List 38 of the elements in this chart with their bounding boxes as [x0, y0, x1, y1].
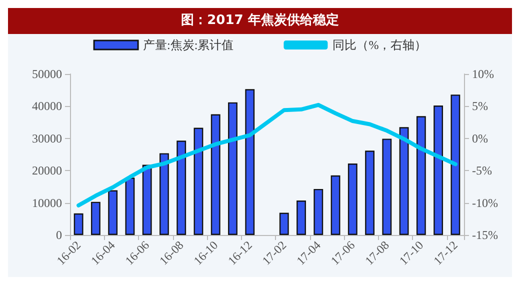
bar — [125, 178, 135, 235]
y2-tick-label: -10% — [472, 196, 498, 210]
line-series — [76, 102, 458, 208]
bar — [434, 106, 444, 235]
bar — [160, 153, 169, 235]
y-tick-label: 20000 — [32, 164, 62, 178]
bar — [279, 212, 289, 235]
bar — [74, 213, 84, 235]
bar — [245, 89, 255, 235]
y-tick-label: 30000 — [32, 131, 62, 146]
legend-label: 同比（%，右轴） — [332, 38, 427, 52]
bar — [176, 140, 186, 235]
bar — [382, 138, 392, 235]
bar — [348, 164, 358, 235]
y2-tick-label: -5% — [472, 164, 492, 178]
bar — [314, 188, 324, 235]
bar — [228, 102, 238, 235]
y-tick-label: 10000 — [32, 196, 62, 210]
bar — [416, 116, 426, 235]
y-tick-label: 50000 — [32, 67, 62, 81]
bar — [296, 200, 306, 235]
y2-tick-label: 5% — [472, 99, 488, 114]
bar — [330, 175, 340, 235]
bar — [399, 127, 409, 235]
bar — [142, 164, 152, 235]
bar — [90, 202, 100, 235]
y2-tick-label: -15% — [472, 228, 498, 242]
legend-label: 产量:焦炭:累计值 — [143, 38, 234, 52]
bar — [108, 190, 118, 235]
y2-tick-label: 10% — [472, 67, 494, 81]
y-tick-label: 40000 — [32, 99, 62, 114]
bar — [210, 114, 220, 235]
y2-tick-label: 0% — [472, 131, 488, 146]
chart-title: 图：2017 年焦炭供给稳定 — [8, 8, 512, 34]
bar — [450, 94, 460, 235]
bar — [365, 150, 374, 235]
y-tick-label: 0 — [56, 228, 62, 242]
bar — [194, 128, 204, 235]
